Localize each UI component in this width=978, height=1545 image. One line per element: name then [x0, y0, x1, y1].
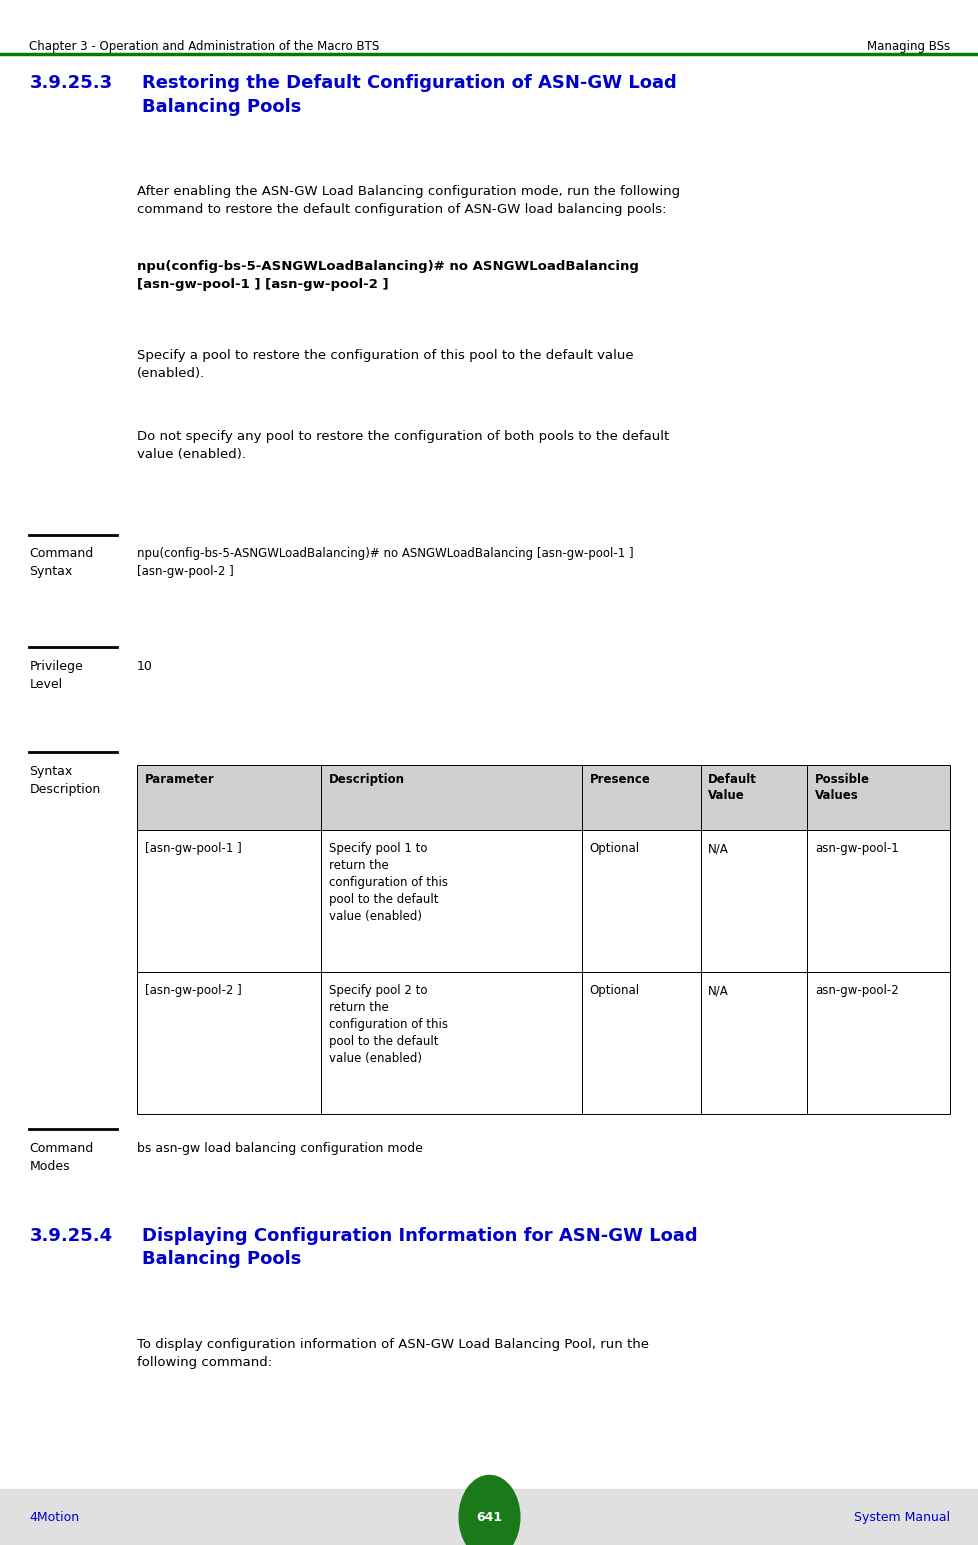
Text: Specify a pool to restore the configuration of this pool to the default value
(e: Specify a pool to restore the configurat… — [137, 349, 633, 380]
Bar — [137, 972, 949, 1114]
Text: After enabling the ASN-GW Load Balancing configuration mode, run the following
c: After enabling the ASN-GW Load Balancing… — [137, 185, 680, 216]
Text: 641: 641 — [476, 1511, 502, 1523]
Text: Do not specify any pool to restore the configuration of both pools to the defaul: Do not specify any pool to restore the c… — [137, 430, 669, 460]
Text: Restoring the Default Configuration of ASN-GW Load
Balancing Pools: Restoring the Default Configuration of A… — [142, 74, 676, 116]
Text: Syntax
Description: Syntax Description — [29, 765, 101, 796]
Bar — [137, 765, 949, 830]
Text: Command
Syntax: Command Syntax — [29, 547, 94, 578]
Text: [asn-gw-pool-1 ]: [asn-gw-pool-1 ] — [145, 842, 242, 854]
Text: To display configuration information of ASN-GW Load Balancing Pool, run the
foll: To display configuration information of … — [137, 1338, 648, 1369]
Text: Parameter: Parameter — [145, 772, 214, 785]
Text: bs asn-gw load balancing configuration mode: bs asn-gw load balancing configuration m… — [137, 1142, 422, 1154]
Text: 4Motion: 4Motion — [29, 1511, 79, 1523]
Text: Presence: Presence — [589, 772, 650, 785]
Text: [asn-gw-pool-2 ]: [asn-gw-pool-2 ] — [145, 984, 242, 997]
Bar — [137, 830, 949, 972]
Text: Displaying Configuration Information for ASN-GW Load
Balancing Pools: Displaying Configuration Information for… — [142, 1227, 697, 1268]
Text: Description: Description — [329, 772, 404, 785]
Text: Specify pool 2 to
return the
configuration of this
pool to the default
value (en: Specify pool 2 to return the configurati… — [329, 984, 447, 1065]
Text: npu(config-bs-5-ASNGWLoadBalancing)# no ASNGWLoadBalancing
[asn-gw-pool-1 ] [asn: npu(config-bs-5-ASNGWLoadBalancing)# no … — [137, 260, 639, 290]
Text: N/A: N/A — [708, 984, 729, 997]
Text: Optional: Optional — [589, 842, 640, 854]
Text: asn-gw-pool-2: asn-gw-pool-2 — [815, 984, 898, 997]
Text: System Manual: System Manual — [853, 1511, 949, 1523]
Text: 3.9.25.3: 3.9.25.3 — [29, 74, 112, 93]
Ellipse shape — [459, 1475, 519, 1545]
Text: Optional: Optional — [589, 984, 640, 997]
Text: 3.9.25.4: 3.9.25.4 — [29, 1227, 112, 1245]
Text: Possible
Values: Possible Values — [815, 772, 869, 802]
Text: Command
Modes: Command Modes — [29, 1142, 94, 1173]
Bar — [0, 1489, 978, 1545]
Text: npu(config-bs-5-ASNGWLoadBalancing)# no ASNGWLoadBalancing [asn-gw-pool-1 ]
[asn: npu(config-bs-5-ASNGWLoadBalancing)# no … — [137, 547, 633, 578]
Text: Default
Value: Default Value — [708, 772, 756, 802]
Text: asn-gw-pool-1: asn-gw-pool-1 — [815, 842, 898, 854]
Text: Privilege
Level: Privilege Level — [29, 660, 83, 691]
Text: Managing BSs: Managing BSs — [866, 40, 949, 53]
Text: N/A: N/A — [708, 842, 729, 854]
Text: Chapter 3 - Operation and Administration of the Macro BTS: Chapter 3 - Operation and Administration… — [29, 40, 379, 53]
Text: Specify pool 1 to
return the
configuration of this
pool to the default
value (en: Specify pool 1 to return the configurati… — [329, 842, 447, 922]
Text: 10: 10 — [137, 660, 153, 672]
